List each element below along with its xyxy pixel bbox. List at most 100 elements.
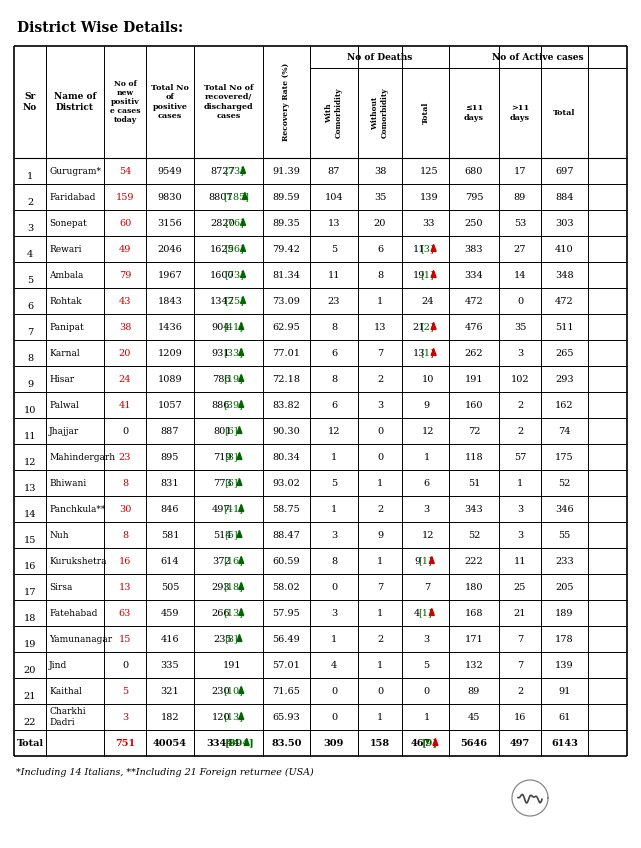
Text: 18: 18	[24, 614, 36, 623]
Text: 24: 24	[119, 375, 131, 383]
Text: 235: 235	[213, 634, 232, 644]
Text: Yamunanagar: Yamunanagar	[49, 634, 112, 644]
Text: 230: 230	[212, 687, 230, 695]
Text: 472: 472	[465, 297, 483, 305]
Text: 89: 89	[514, 192, 526, 202]
Text: 14: 14	[24, 510, 37, 519]
Text: No of
new
positiv
e cases
today: No of new positiv e cases today	[110, 80, 140, 125]
Text: 160: 160	[465, 400, 483, 410]
Text: 180: 180	[465, 583, 483, 592]
Text: Kaithal: Kaithal	[49, 687, 82, 695]
Text: 410: 410	[555, 244, 574, 254]
Text: 158: 158	[370, 739, 390, 747]
Polygon shape	[429, 609, 435, 616]
Text: 45: 45	[468, 712, 480, 722]
Text: 88.47: 88.47	[272, 531, 301, 539]
Text: 250: 250	[465, 219, 483, 227]
Text: 0: 0	[331, 583, 337, 592]
Text: 30: 30	[119, 505, 131, 514]
Text: 51: 51	[468, 478, 480, 488]
Text: 2046: 2046	[158, 244, 183, 254]
Text: [1]: [1]	[420, 349, 433, 358]
Text: 20: 20	[24, 666, 36, 675]
Text: Total No
of
positive
cases: Total No of positive cases	[151, 84, 189, 120]
Text: 41: 41	[119, 400, 131, 410]
Text: 21: 21	[412, 322, 425, 332]
Text: 90.30: 90.30	[272, 427, 301, 436]
Polygon shape	[238, 400, 244, 407]
Text: 0: 0	[377, 427, 383, 436]
Text: 233: 233	[555, 556, 574, 566]
Text: 81.34: 81.34	[272, 271, 301, 280]
Text: 15: 15	[119, 634, 131, 644]
Text: 72.18: 72.18	[272, 375, 301, 383]
Text: 3156: 3156	[158, 219, 183, 227]
Text: 9830: 9830	[158, 192, 182, 202]
Text: 2: 2	[377, 505, 383, 514]
Text: 1: 1	[27, 172, 33, 181]
Text: 12: 12	[24, 458, 37, 467]
Text: 7: 7	[517, 634, 523, 644]
Text: [96]: [96]	[224, 244, 244, 254]
Text: [16]: [16]	[222, 556, 242, 566]
Text: 8: 8	[331, 322, 337, 332]
Text: 6: 6	[377, 244, 383, 254]
Text: 3: 3	[377, 400, 383, 410]
Text: 904: 904	[212, 322, 230, 332]
Text: [3]: [3]	[420, 244, 433, 254]
Text: 11: 11	[412, 244, 425, 254]
Text: 89.59: 89.59	[272, 192, 301, 202]
Text: 8: 8	[331, 375, 337, 383]
Text: 1625: 1625	[210, 244, 235, 254]
Text: 293: 293	[212, 583, 230, 592]
Text: 20: 20	[119, 349, 131, 358]
Polygon shape	[238, 375, 244, 382]
Text: 10: 10	[422, 375, 434, 383]
Text: 0: 0	[517, 297, 523, 305]
Polygon shape	[242, 192, 247, 199]
Text: 11: 11	[24, 432, 37, 441]
Text: 4: 4	[27, 250, 33, 259]
Text: 38: 38	[374, 166, 386, 176]
Text: District Wise Details:: District Wise Details:	[17, 21, 183, 35]
Text: [41]: [41]	[222, 322, 243, 332]
Text: [10]: [10]	[222, 687, 242, 695]
Text: 0: 0	[331, 687, 337, 695]
Polygon shape	[238, 712, 244, 719]
Text: 16: 16	[119, 556, 131, 566]
Text: 13: 13	[328, 219, 340, 227]
Text: 11: 11	[513, 556, 526, 566]
Polygon shape	[240, 219, 246, 226]
Text: 80.34: 80.34	[272, 453, 301, 461]
Text: [5]: [5]	[224, 531, 238, 539]
Text: 1: 1	[377, 609, 383, 617]
Text: 2: 2	[377, 375, 383, 383]
Text: Total: Total	[553, 109, 576, 117]
Text: 83.82: 83.82	[272, 400, 301, 410]
Text: 168: 168	[465, 609, 483, 617]
Text: 846: 846	[161, 505, 179, 514]
Text: 1: 1	[377, 297, 383, 305]
Text: Panchkula**: Panchkula**	[49, 505, 105, 514]
Text: 13: 13	[24, 484, 37, 493]
Text: Charkhi
Dadri: Charkhi Dadri	[49, 707, 86, 727]
Text: Ambala: Ambala	[49, 271, 83, 280]
Text: 8: 8	[331, 556, 337, 566]
Text: 21: 21	[24, 692, 37, 701]
Text: 1843: 1843	[158, 297, 183, 305]
Text: 35: 35	[374, 192, 386, 202]
Text: Sirsa: Sirsa	[49, 583, 72, 592]
Text: 23: 23	[328, 297, 340, 305]
Text: 303: 303	[555, 219, 574, 227]
Text: 33444: 33444	[206, 739, 240, 747]
Text: Jind: Jind	[49, 661, 67, 670]
Text: 346: 346	[555, 505, 574, 514]
Text: 5: 5	[331, 244, 337, 254]
Text: 886: 886	[212, 400, 230, 410]
Text: 8727: 8727	[210, 166, 235, 176]
Text: [1]: [1]	[418, 609, 431, 617]
Text: 159: 159	[116, 192, 134, 202]
Text: 931: 931	[212, 349, 230, 358]
Text: 321: 321	[161, 687, 179, 695]
Polygon shape	[237, 634, 242, 641]
